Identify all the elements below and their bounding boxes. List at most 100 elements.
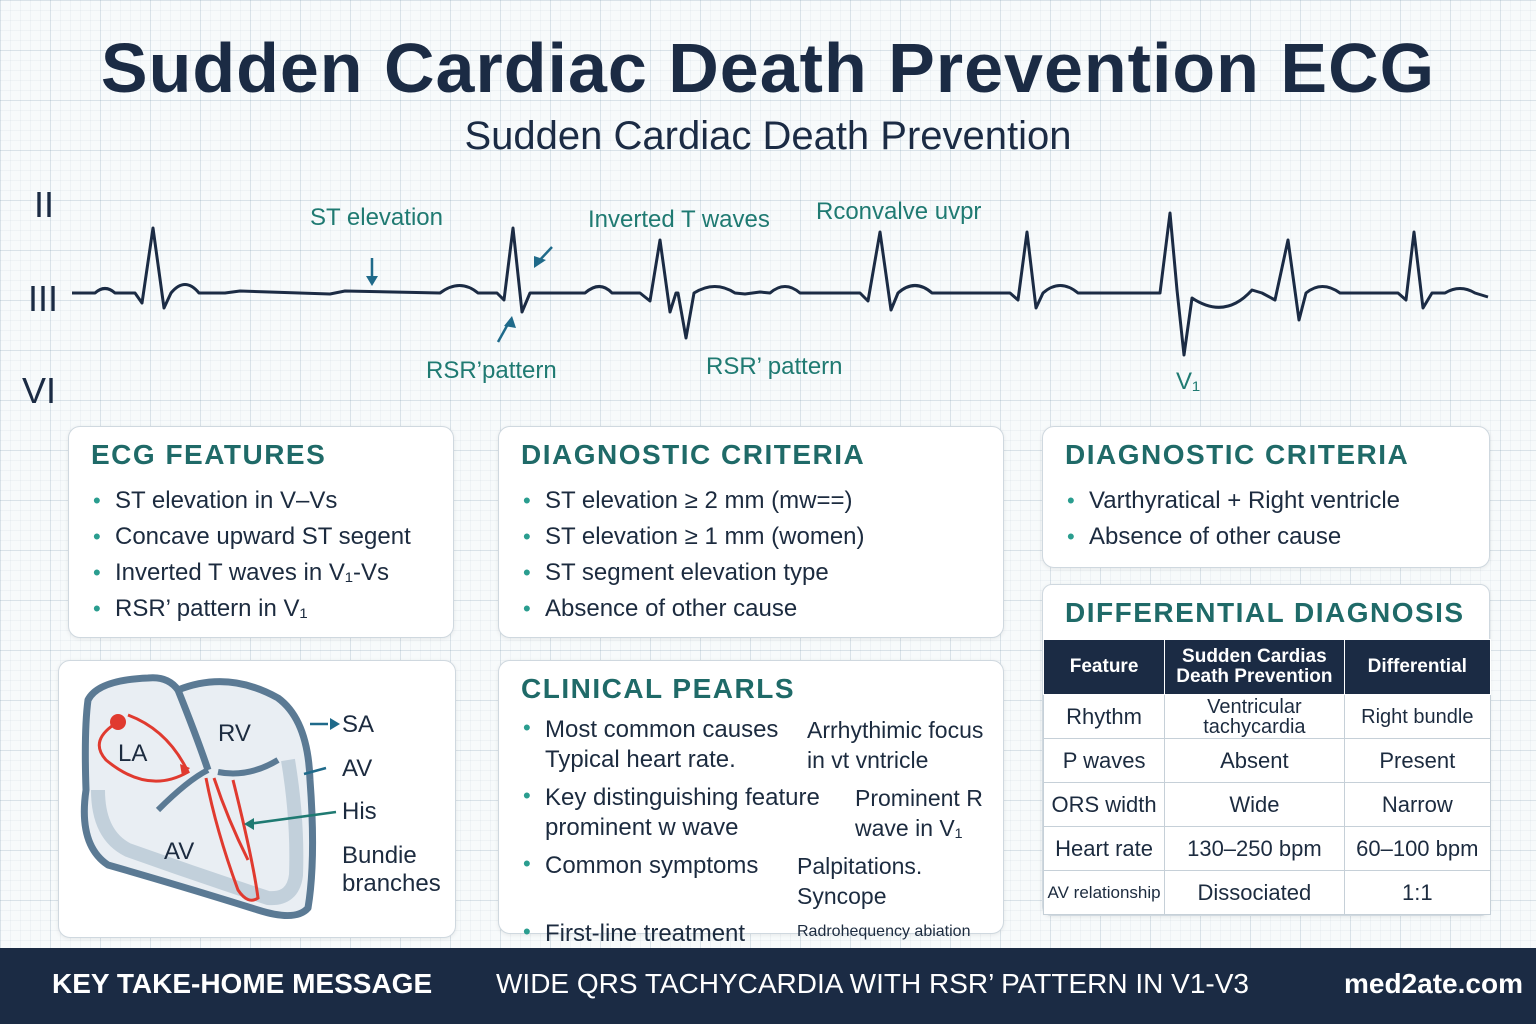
clinical-pearls-heading: CLINICAL PEARLS [521,673,795,704]
v1-label: V₁ [1176,368,1201,395]
lead-label-v1: VI [22,370,57,411]
sa-pointer-arrowhead [330,718,340,730]
heart-inner-wall [91,758,304,906]
list-item: Varthyratical + Right ventricle [1065,483,1400,519]
key-message-text: WIDE QRS TACHYCARDIA WITH RSR’ PATTERN I… [496,968,1249,999]
table-row: ORS width Wide Narrow [1042,782,1492,827]
conduction-arrowhead [180,764,190,776]
inverted-t-arrowhead [534,256,546,268]
pearl-right: Prominent R wave in V₁ [855,785,983,841]
his-pointer [247,810,337,826]
diagnostic-criteria-panel-2: DIAGNOSTIC CRITERIA Varthyratical + Righ… [1042,426,1490,568]
diagnostic-criteria-list: ST elevation ≥ 2 mm (mw==) ST elevation … [521,483,865,627]
heart-label-rv: RV [218,720,251,747]
table-cell: Absent [1164,738,1345,783]
ecg-trace [72,211,1489,357]
list-item: • Key distinguishing feature prominent w… [521,783,991,851]
list-item: ST elevation in V–Vs [91,483,411,519]
bundle-branch-right [212,777,250,861]
table-cell: Right bundle [1343,694,1492,739]
pearl-left: Most common causes Typical heart rate. [545,716,779,773]
heart-label-his: His [342,798,377,825]
rsr-pattern-label-1: RSR’pattern [426,357,557,384]
list-item: ST elevation ≥ 2 mm (mw==) [521,483,865,519]
list-item: Absence of other cause [521,591,865,627]
pearl-left: First-line treatment [545,920,746,947]
lead-label-iii: III [28,278,59,319]
table-cell: 130–250 bpm [1164,826,1345,871]
list-item: • Common symptoms Palpitations. Syncope [521,851,991,919]
column-header-condition: Sudden Cardias Death Prevention [1164,639,1345,695]
diagnostic-criteria-panel: DIAGNOSTIC CRITERIA ST elevation ≥ 2 mm … [498,426,1004,638]
heart-label-av: AV [342,755,373,782]
table-cell: Dissociated [1164,870,1345,915]
pearl-note: Radrohequency abiation [797,923,971,940]
column-header-differential: Differential [1343,639,1492,695]
heart-diagram [80,674,340,919]
table-row: AV relationship Dissociated 1:1 [1042,870,1492,915]
heart-label-av-chamber: AV [164,838,195,865]
site-link[interactable]: med2ate.com [1344,968,1523,999]
table-header-row: Feature Sudden Cardias Death Prevention … [1042,639,1492,695]
list-item: Inverted T waves in V₁-Vs [91,555,411,591]
list-item: ST elevation ≥ 1 mm (women) [521,519,865,555]
his-pointer-arrowhead [244,818,254,830]
table-cell: AV relationship [1042,870,1166,915]
heart-label-la: LA [118,740,148,767]
conduction-path [97,713,190,783]
table-cell: Ventricular tachycardia [1164,694,1345,739]
list-item: Absence of other cause [1065,519,1400,555]
clinical-pearls-panel: CLINICAL PEARLS • Most common causes Typ… [498,660,1004,947]
list-item: • First-line treatment Radrohequency abi… [521,919,991,987]
key-message-label: KEY TAKE-HOME MESSAGE [52,968,433,999]
table-cell: ORS width [1042,782,1166,827]
table-cell: 60–100 bpm [1343,826,1492,871]
pearl-left: Common symptoms [545,852,759,879]
diagnostic-criteria-heading: DIAGNOSTIC CRITERIA [521,439,866,470]
rsr-pattern-label-2: RSR’ pattern [706,353,843,380]
bullet-icon: • [523,715,531,740]
table-cell: P waves [1042,738,1166,783]
differential-table: Feature Sudden Cardias Death Prevention … [1042,639,1492,915]
ecg-strip [72,211,1489,357]
ecg-features-list: ST elevation in V–Vs Concave upward ST s… [91,483,411,627]
table-cell: Present [1343,738,1492,783]
pearl-left: Key distinguishing feature prominent w w… [545,784,820,841]
rconvalve-label: Rconvalve uvpr [816,198,982,225]
footer-banner: KEY TAKE-HOME MESSAGE WIDE QRS TACHYCARD… [0,948,1536,1024]
table-cell: Heart rate [1042,826,1166,871]
pearl-right: Arrhythimic focus in vt vntricle [807,717,984,773]
list-item: RSR’ pattern in V₁ [91,591,411,627]
table-cell: 1:1 [1343,870,1492,915]
heart-valve-line [217,757,280,777]
table-cell: Narrow [1343,782,1492,827]
rsr-arrow [496,323,510,343]
bullet-icon: • [523,783,531,808]
page-title: Sudden Cardiac Death Prevention ECG [100,29,1436,107]
heart-label-bundle: Bundie branches [342,842,441,897]
differential-heading: DIFFERENTIAL DIAGNOSIS [1065,597,1465,628]
list-item: Concave upward ST segent [91,519,411,555]
rsr-arrowhead [504,316,516,328]
column-header-feature: Feature [1042,639,1166,695]
heart-septum-2 [155,767,210,813]
bundle-branch-left [204,777,260,902]
list-item: ST segment elevation type [521,555,865,591]
clinical-pearls-list: • Most common causes Typical heart rate.… [521,715,991,987]
st-elevation-arrowhead [366,276,378,286]
heart-septum [174,688,212,772]
table-cell: Rhythm [1042,694,1166,739]
table-row: Heart rate 130–250 bpm 60–100 bpm [1042,826,1492,871]
lead-label-ii: II [34,184,55,225]
diagnostic-criteria-2-list: Varthyratical + Right ventricle Absence … [1065,483,1400,555]
page-subtitle: Sudden Cardiac Death Prevention [464,114,1072,158]
ecg-features-heading: ECG FEATURES [91,439,327,470]
pearl-right: Palpitations. Syncope [797,853,923,909]
diagnostic-criteria-2-heading: DIAGNOSTIC CRITERIA [1065,439,1410,470]
bullet-icon: • [523,851,531,876]
list-item: • Most common causes Typical heart rate.… [521,715,991,783]
table-cell: Wide [1164,782,1345,827]
table-row: P waves Absent Present [1042,738,1492,783]
table-row: Rhythm Ventricular tachycardia Right bun… [1042,694,1492,739]
differential-diagnosis-panel: DIFFERENTIAL DIAGNOSIS Feature Sudden Ca… [1042,584,1492,916]
